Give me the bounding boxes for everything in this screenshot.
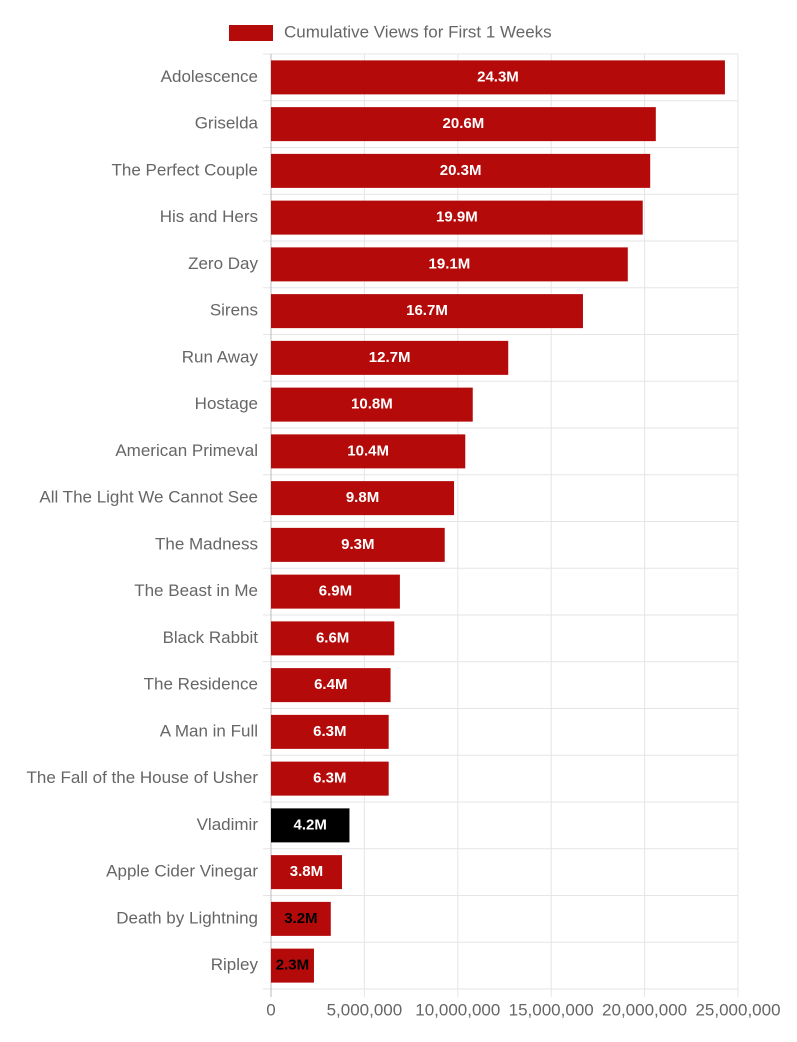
y-tick-label: His and Hers <box>160 207 258 226</box>
y-tick-label: Run Away <box>182 347 259 366</box>
y-tick-label: The Fall of the House of Usher <box>26 768 258 787</box>
value-label: 24.3M <box>477 68 519 85</box>
y-tick-label: The Perfect Couple <box>112 160 258 179</box>
x-tick-label: 25,000,000 <box>695 1000 780 1019</box>
y-tick-label: Vladimir <box>197 815 259 834</box>
x-tick-label: 15,000,000 <box>509 1000 594 1019</box>
bar <box>271 761 389 796</box>
bar <box>271 200 643 235</box>
x-tick-label: 20,000,000 <box>602 1000 687 1019</box>
value-label: 19.9M <box>436 209 478 226</box>
legend-label: Cumulative Views for First 1 Weeks <box>284 22 552 41</box>
value-label: 2.3M <box>276 957 309 974</box>
y-tick-label: Black Rabbit <box>163 628 259 647</box>
y-tick-label: The Beast in Me <box>134 581 258 600</box>
value-label: 6.6M <box>316 629 349 646</box>
bar <box>271 434 466 469</box>
value-label: 4.2M <box>294 816 327 833</box>
legend-swatch <box>229 25 273 41</box>
value-label: 6.9M <box>319 583 352 600</box>
value-label: 6.3M <box>313 770 346 787</box>
y-tick-label: Sirens <box>210 301 258 320</box>
value-label: 10.8M <box>351 396 393 413</box>
bar <box>271 948 314 983</box>
bar <box>271 340 509 375</box>
value-label: 10.4M <box>347 442 389 459</box>
value-label: 20.6M <box>443 115 485 132</box>
y-tick-label: American Primeval <box>115 441 258 460</box>
bar <box>271 855 342 890</box>
bar <box>271 387 473 422</box>
y-tick-label: Adolescence <box>161 67 258 86</box>
y-tick-label: Death by Lightning <box>116 908 258 927</box>
value-label: 6.4M <box>314 676 347 693</box>
y-tick-label: Griselda <box>195 114 259 133</box>
y-tick-label: Hostage <box>195 394 258 413</box>
y-tick-label: Apple Cider Vinegar <box>106 862 258 881</box>
value-label: 20.3M <box>440 162 482 179</box>
bar <box>271 481 455 516</box>
bar <box>271 714 389 749</box>
bar <box>271 60 725 95</box>
bar <box>271 808 350 843</box>
bar <box>271 901 331 936</box>
value-label: 9.8M <box>346 489 379 506</box>
y-tick-label: The Madness <box>155 534 258 553</box>
bar <box>271 247 628 282</box>
y-tick-label: All The Light We Cannot See <box>39 488 258 507</box>
y-tick-label: Ripley <box>211 955 259 974</box>
y-tick-label: Zero Day <box>188 254 258 273</box>
value-label: 3.2M <box>284 910 317 927</box>
value-label: 9.3M <box>341 536 374 553</box>
bar <box>271 107 656 142</box>
value-label: 3.8M <box>290 863 323 880</box>
bar <box>271 153 651 188</box>
x-tick-label: 0 <box>266 1000 275 1019</box>
bar <box>271 668 391 703</box>
value-label: 16.7M <box>406 302 448 319</box>
bar <box>271 527 445 562</box>
x-tick-label: 5,000,000 <box>327 1000 403 1019</box>
value-label: 12.7M <box>369 349 411 366</box>
y-tick-label: The Residence <box>144 675 258 694</box>
bar <box>271 574 400 609</box>
y-tick-label: A Man in Full <box>160 721 258 740</box>
bar <box>271 621 395 656</box>
x-tick-label: 10,000,000 <box>415 1000 500 1019</box>
bar <box>271 294 583 329</box>
value-label: 6.3M <box>313 723 346 740</box>
value-label: 19.1M <box>429 255 471 272</box>
